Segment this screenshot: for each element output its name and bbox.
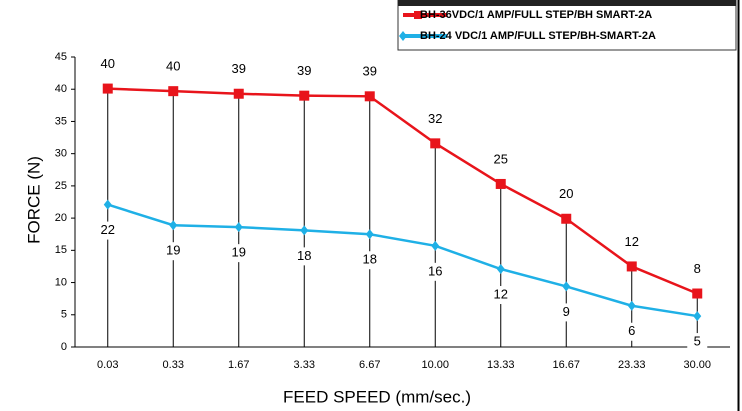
y-tick-label: 25 <box>55 180 67 192</box>
x-tick-label: 30.00 <box>683 359 711 371</box>
label-bg <box>621 233 642 252</box>
label-bg <box>294 247 315 266</box>
data-label: 32 <box>428 111 442 126</box>
x-tick-label: 6.67 <box>359 359 380 371</box>
data-label: 40 <box>166 59 180 74</box>
marker <box>562 281 571 292</box>
marker <box>692 288 703 299</box>
marker <box>495 178 506 189</box>
marker <box>693 311 702 322</box>
label-bg <box>294 62 315 81</box>
label-bg <box>490 150 511 169</box>
label-bg <box>97 55 118 74</box>
data-label: 5 <box>694 334 701 349</box>
data-label: 39 <box>363 64 377 79</box>
data-label: 22 <box>101 222 115 237</box>
y-tick-label: 45 <box>55 51 67 63</box>
label-bg <box>359 251 380 270</box>
data-label: 39 <box>297 63 311 78</box>
x-tick-label: 10.00 <box>421 359 449 371</box>
data-label: 39 <box>232 61 246 76</box>
label-bg <box>163 242 184 261</box>
label-bg <box>687 260 708 279</box>
label-bg <box>490 286 511 305</box>
label-bg <box>425 262 446 281</box>
y-axis-label: FORCE (N) <box>24 156 43 244</box>
label-bg <box>163 58 184 77</box>
label-bg <box>556 185 577 204</box>
data-label: 12 <box>494 286 508 301</box>
marker <box>300 225 309 236</box>
marker <box>496 264 505 275</box>
legend-marker <box>414 11 422 19</box>
label-bg <box>621 322 642 341</box>
marker <box>233 88 244 99</box>
data-label: 6 <box>628 323 635 338</box>
y-tick-label: 0 <box>61 341 67 353</box>
y-tick-label: 5 <box>61 309 67 321</box>
legend-label: BH-36VDC/1 AMP/FULL STEP/BH SMART-2A <box>420 9 652 21</box>
x-axis-label: FEED SPEED (mm/sec.) <box>283 387 471 406</box>
data-label: 25 <box>494 151 508 166</box>
data-label: 8 <box>694 261 701 276</box>
marker <box>626 261 637 272</box>
x-tick-label: 0.33 <box>163 359 184 371</box>
x-tick-label: 1.67 <box>228 359 249 371</box>
x-tick-label: 0.03 <box>97 359 118 371</box>
label-bg <box>228 60 249 79</box>
y-tick-label: 20 <box>55 212 67 224</box>
marker <box>364 91 375 102</box>
series-line <box>107 203 698 318</box>
data-label: 20 <box>559 186 573 201</box>
x-tick-label: 23.33 <box>618 359 646 371</box>
series-line <box>107 87 698 295</box>
marker <box>627 300 636 311</box>
data-label: 12 <box>625 234 639 249</box>
marker <box>431 240 440 251</box>
marker <box>430 138 441 149</box>
y-tick-label: 30 <box>55 148 67 160</box>
y-tick-label: 40 <box>55 83 67 95</box>
data-label: 9 <box>563 304 570 319</box>
marker <box>234 222 243 233</box>
marker <box>169 220 178 231</box>
legend-box <box>397 0 737 51</box>
marker <box>102 83 113 94</box>
legend-marker <box>399 31 407 41</box>
x-tick-label: 16.67 <box>552 359 580 371</box>
marker <box>365 229 374 240</box>
label-bg <box>425 110 446 129</box>
data-label: 40 <box>101 56 115 71</box>
x-tick-label: 13.33 <box>487 359 515 371</box>
label-bg <box>359 63 380 82</box>
y-tick-label: 10 <box>55 276 67 288</box>
marker <box>299 90 310 101</box>
data-label: 19 <box>232 245 246 260</box>
y-tick-label: 35 <box>55 115 67 127</box>
legend-label: BH-24 VDC/1 AMP/FULL STEP/BH-SMART-2A <box>420 30 656 42</box>
label-bg <box>228 244 249 263</box>
legend-header <box>398 0 736 6</box>
x-tick-label: 3.33 <box>294 359 315 371</box>
marker <box>561 213 572 224</box>
marker <box>103 199 112 210</box>
marker <box>168 86 179 97</box>
label-bg <box>556 303 577 322</box>
label-bg <box>97 221 118 240</box>
y-tick-label: 15 <box>55 244 67 256</box>
data-label: 18 <box>297 248 311 263</box>
data-label: 16 <box>428 263 442 278</box>
data-label: 19 <box>166 243 180 258</box>
data-label: 18 <box>363 252 377 267</box>
label-bg <box>687 333 708 352</box>
